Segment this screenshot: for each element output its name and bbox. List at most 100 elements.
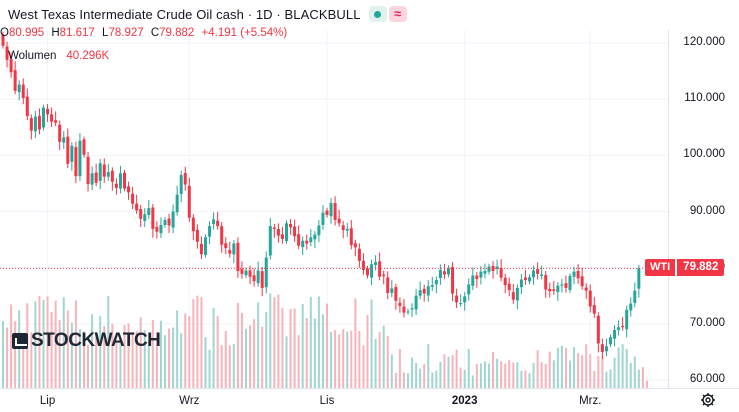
candle-body — [406, 311, 410, 313]
candle-body — [349, 228, 353, 246]
volume-bar — [277, 294, 280, 388]
volume-bar — [301, 304, 304, 388]
volume-bar — [394, 372, 397, 388]
volume-bar — [204, 337, 207, 388]
volume-bar — [374, 338, 377, 388]
volume-bar — [544, 364, 547, 388]
volume-bar — [115, 342, 118, 388]
change-value: +4.191 (+5.54%) — [201, 27, 288, 39]
candle-body — [293, 226, 297, 237]
volume-bar — [176, 310, 179, 388]
volume-bar — [585, 344, 588, 388]
candle-body — [82, 139, 86, 155]
candle-body — [236, 242, 240, 272]
candle-body — [232, 243, 236, 255]
volume-bar — [645, 380, 648, 388]
volume-bar — [91, 314, 94, 388]
candle-body — [321, 212, 325, 225]
volume-bar — [297, 335, 300, 388]
candle-body — [175, 194, 179, 213]
candle-body — [29, 118, 33, 131]
candle-body — [62, 137, 66, 143]
volume-bar — [463, 369, 466, 388]
candle-body — [102, 164, 106, 177]
volume-bar — [99, 316, 102, 388]
volume-bar — [309, 296, 312, 388]
volume-bar — [245, 328, 247, 388]
volume-label[interactable]: Wolumen — [8, 50, 57, 62]
candle-body — [268, 226, 272, 256]
volume-bar — [532, 362, 535, 388]
volume-bar — [467, 348, 470, 388]
candle-body — [394, 287, 398, 301]
volume-bar — [342, 329, 345, 388]
settings-gear-icon[interactable] — [700, 392, 716, 408]
chart-header: West Texas Intermediate Crude Oil cash ·… — [8, 6, 407, 22]
volume-bar — [609, 369, 612, 388]
volume-bar — [70, 322, 73, 388]
symbol-title[interactable]: West Texas Intermediate Crude Oil cash ·… — [8, 6, 361, 22]
volume-bar — [577, 353, 580, 388]
volume-bar — [155, 332, 158, 388]
volume-bar — [172, 327, 175, 388]
volume-bar — [143, 330, 146, 388]
volume-bar — [305, 318, 308, 388]
candle-body — [25, 96, 29, 117]
candle-body — [272, 227, 276, 229]
candle-body — [361, 260, 365, 270]
price-tick-label: 120.000 — [683, 36, 725, 48]
candle-body — [114, 183, 118, 188]
candle-body — [588, 290, 592, 307]
market-status: ≈ — [368, 6, 407, 22]
candle-body — [110, 170, 114, 182]
market-open-icon[interactable] — [368, 6, 387, 22]
volume-bar — [184, 313, 187, 388]
candle-body — [220, 226, 224, 245]
candle-body — [475, 275, 479, 279]
volume-bar — [111, 323, 114, 388]
volume-bar — [180, 333, 183, 388]
volume-bar — [147, 341, 150, 388]
volume-bar — [139, 317, 142, 388]
volume-bar — [496, 358, 499, 388]
volume-bar — [127, 323, 130, 388]
price-tick-label: 110.000 — [684, 92, 725, 105]
candle-body — [54, 120, 58, 123]
wave-icon[interactable]: ≈ — [388, 6, 407, 22]
volume-bar — [350, 330, 353, 388]
candle-body — [289, 223, 293, 228]
candle-body — [613, 330, 617, 339]
volume-bar — [6, 327, 9, 388]
volume-bar — [281, 308, 284, 388]
volume-bar — [285, 336, 288, 388]
volume-bar — [402, 372, 405, 388]
volume-bar — [317, 296, 320, 388]
candle-body — [600, 344, 604, 352]
volume-bar — [601, 356, 604, 388]
volume-bar — [451, 355, 454, 388]
candle-body — [479, 271, 483, 278]
candle-body — [127, 186, 131, 193]
candle-body — [576, 270, 580, 279]
candle-body — [560, 284, 564, 286]
volume-bar — [564, 348, 567, 388]
candle-body — [447, 268, 450, 275]
volume-bar — [168, 328, 171, 388]
candle-body — [50, 114, 54, 122]
volume-bar — [573, 346, 576, 388]
volume-bar — [2, 321, 4, 388]
volume-bar — [378, 332, 381, 388]
candle-body — [617, 327, 621, 331]
grid-lines — [0, 30, 668, 388]
candle-body — [609, 337, 612, 345]
candle-body — [471, 275, 475, 286]
candle-body — [528, 277, 531, 282]
volume-bar — [633, 356, 636, 388]
candle-body — [333, 203, 337, 220]
candle-body — [386, 277, 390, 293]
volume-bar — [512, 362, 515, 388]
candle-body — [147, 208, 151, 215]
candle-body — [17, 84, 21, 93]
candle-body — [248, 270, 252, 277]
